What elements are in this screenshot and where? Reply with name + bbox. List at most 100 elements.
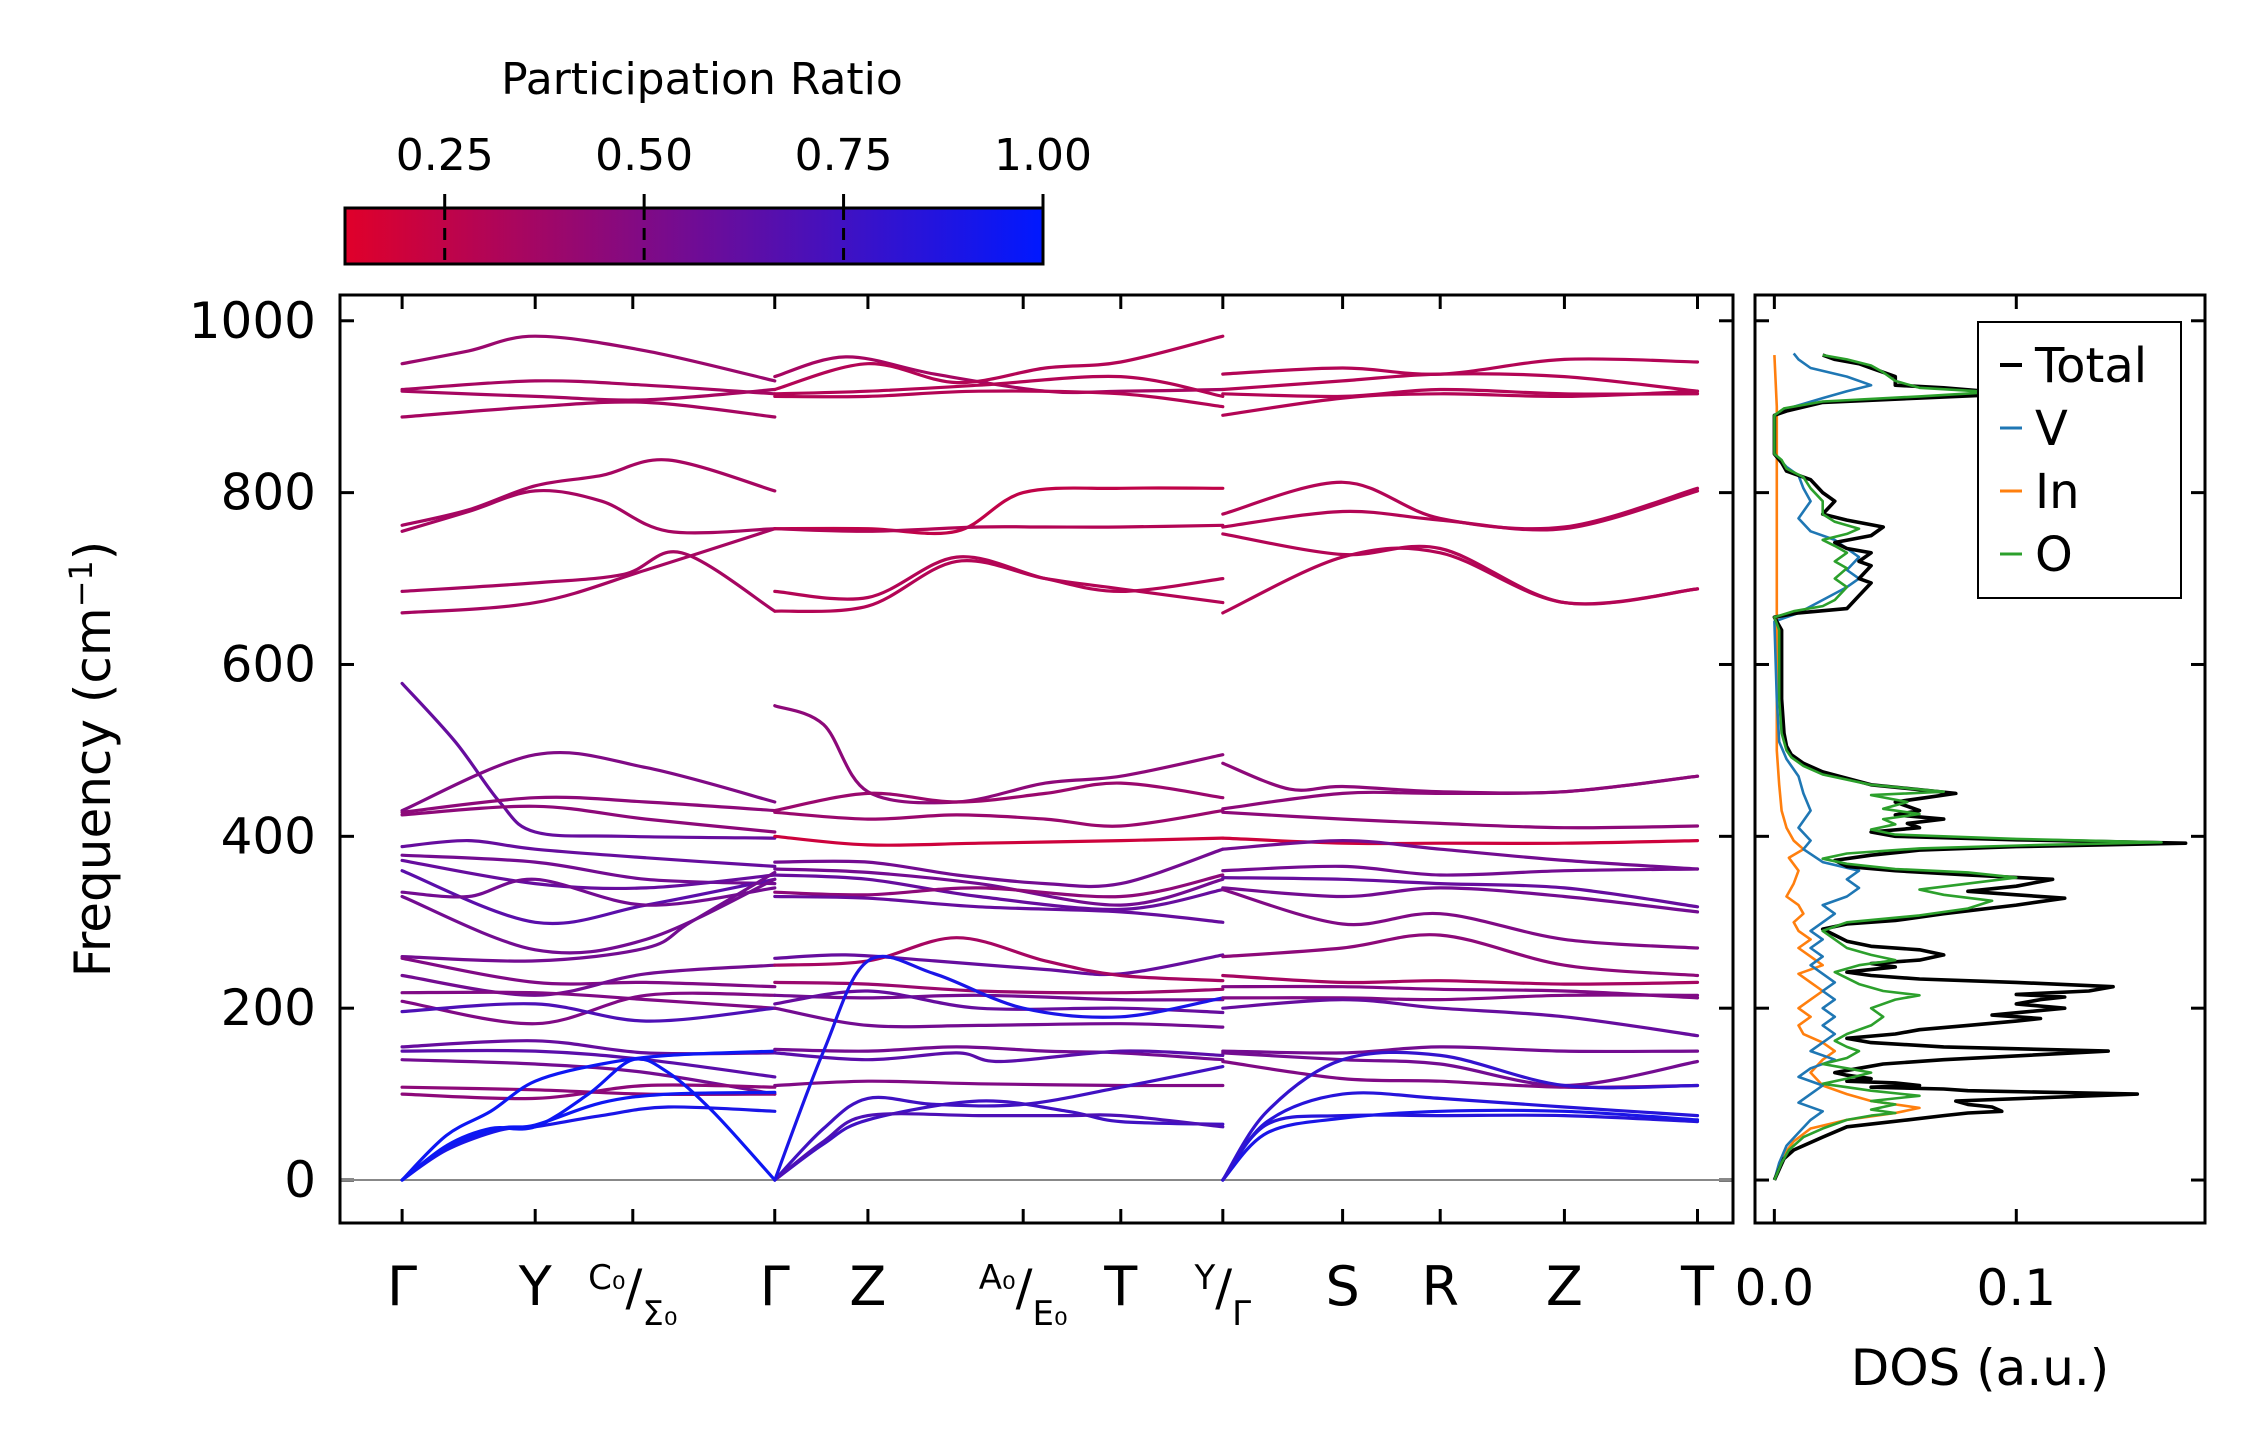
colorbar-tick-label: 0.75 [795,130,893,181]
y-tick-label: 0 [284,1151,316,1209]
phonon-branch [773,1006,1225,1029]
phonon-branch [773,389,1225,409]
phonon-branch [773,1079,1225,1088]
phonon-branch [400,963,777,997]
phonon-branch [773,781,1225,813]
phonon-branch [1221,1045,1700,1055]
k-point-label: T [1103,1255,1138,1318]
phonon-branch [400,1090,777,1182]
phonon-branch [1221,761,1700,795]
phonon-branch [400,990,777,1010]
phonon-branch [1221,886,1700,914]
k-point-label: S [1325,1255,1359,1318]
phonon-branch [773,1045,1225,1062]
phonon-branch [400,877,777,955]
phonon-branch [400,488,777,535]
phonon-branch [400,1049,777,1182]
phonon-branch [400,458,777,527]
colorbar-title: Participation Ratio [501,54,903,105]
phonon-branch [1221,984,1700,1000]
legend-label: Total [2034,338,2147,394]
phonon-branch [1221,993,1700,1002]
phonon-branch [1221,997,1700,1038]
phonon-branch [400,1105,777,1182]
dos-x-tick-label: 0.1 [1977,1259,2057,1317]
phonon-branch [400,858,777,891]
k-point-label: Y [518,1255,553,1318]
phonon-branch [1221,933,1700,978]
phonon-branch [400,1002,777,1023]
phonon-branch [1221,864,1700,877]
phonon-branch [400,681,777,840]
colorbar: Participation Ratio 0.25 0.50 0.75 1.00 [343,54,1092,266]
legend-box [1977,321,2182,599]
dos-panel-frame [1753,293,2207,1225]
band-panel-frame [338,293,1735,1225]
phonon-branch [773,1099,1225,1182]
phonon-branch [773,989,1225,1015]
k-point-label: Z [849,1255,886,1318]
phonon-branch [1221,774,1700,811]
colorbar-gradient [343,206,1045,266]
phonon-branch [400,869,777,926]
colorbar-tick-label: 0.50 [595,130,693,181]
colorbar-tick-label: 1.00 [994,130,1092,181]
phonon-branch [773,953,1225,977]
k-point-label: Z [1546,1255,1583,1318]
dos-panel: 0.0 0.1 DOS (a.u.) Total V In O [1735,293,2207,1397]
phonon-branch [1221,372,1700,393]
y-tick-label: 600 [221,635,316,693]
phonon-branch [400,838,777,868]
phonon-branch [773,936,1225,983]
phonon-branch [400,750,777,813]
phonon-branch [773,355,1225,395]
phonon-branch [1221,1091,1700,1182]
phonon-branch [773,847,1225,889]
phonon-branch [773,1112,1225,1182]
k-point-label: Γ [760,1255,790,1318]
phonon-branch [773,486,1225,536]
y-tick-label: 200 [221,979,316,1037]
phonon-branch [400,334,777,383]
phonon-branch [1221,1051,1700,1088]
phonon-branch [1221,1113,1700,1182]
phonon-branch [400,550,777,613]
phonon-branch [1221,888,1700,950]
k-point-label: C₀/Σ₀ [588,1258,677,1334]
phonon-branch [1221,973,1700,986]
phonon-branch [773,704,1225,805]
phonon-branch [400,870,777,963]
phonon-branch [1221,1059,1700,1089]
phonon-branch [400,1057,777,1182]
phonon-branch [1221,532,1700,606]
phonon-branch [400,804,777,834]
phonon-branch [1221,1108,1700,1182]
dos-curves [1772,352,2188,1181]
dos-curve-in [1773,355,1921,1181]
phonon-bands [400,334,1700,1182]
legend-label: O [2035,527,2073,583]
phonon-branch [1221,489,1700,532]
y-tick-label: 800 [221,464,316,522]
phonon-branch [773,809,1225,828]
k-point-label: Γ [387,1255,417,1318]
k-point-label: Y/Γ [1194,1258,1252,1334]
phonon-branch [773,873,1225,912]
y-tick-label: 400 [221,807,316,865]
phonon-branch [773,559,1225,614]
legend-label: V [2035,401,2068,457]
dos-curve-total [1772,353,2188,1181]
phonon-branch [773,867,1225,907]
phonon-branch [400,400,777,419]
phonon-branch [1221,838,1700,871]
dos-x-axis-label: DOS (a.u.) [1851,1339,2110,1397]
k-point-label: R [1421,1255,1459,1318]
phonon-branch [1221,357,1700,376]
phonon-branch [400,991,777,1026]
phonon-branch [400,379,777,396]
phonon-branch [773,834,1225,847]
legend-entries: Total V In O [2000,338,2147,583]
dos-curve-v [1773,352,1873,1181]
